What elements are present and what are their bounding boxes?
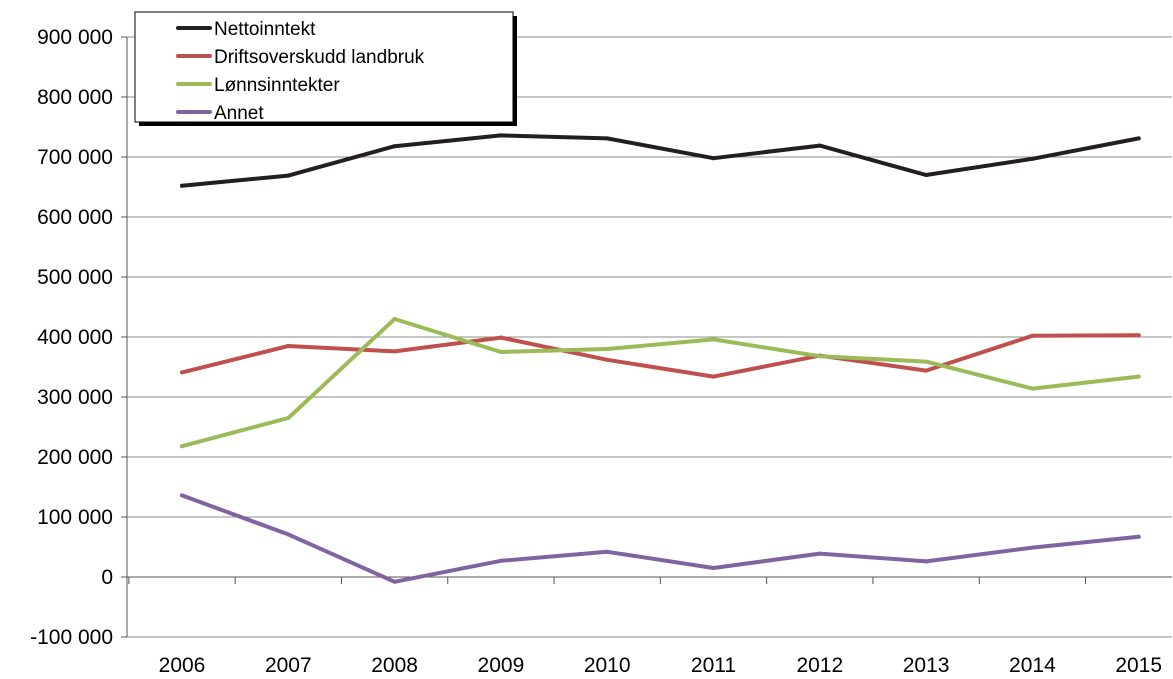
y-tick-label: 300 000 xyxy=(37,386,113,409)
data-point xyxy=(817,354,822,359)
data-point xyxy=(180,493,184,498)
y-tick-label: 200 000 xyxy=(37,446,113,469)
data-point xyxy=(817,551,822,556)
x-tick-label: 2010 xyxy=(584,654,631,677)
data-point xyxy=(605,347,610,351)
data-point xyxy=(711,156,716,161)
x-tick-label: 2008 xyxy=(371,654,418,677)
legend: Nettoinntekt Driftsoverskudd landbruk Lønn… xyxy=(134,11,517,126)
data-point xyxy=(1030,545,1035,550)
series-line-4 xyxy=(180,493,1141,584)
data-point xyxy=(1136,333,1141,338)
data-point xyxy=(605,136,610,141)
data-point xyxy=(498,558,503,563)
x-tick-label: 2013 xyxy=(903,654,950,677)
legend-label: Driftsoverskudd landbruk xyxy=(214,47,425,68)
y-tick-label: 900 000 xyxy=(37,26,113,49)
data-point xyxy=(498,133,503,138)
x-tick-label: 2007 xyxy=(265,654,312,677)
data-point xyxy=(1030,386,1035,391)
data-point xyxy=(180,444,184,449)
data-point xyxy=(924,359,929,364)
data-point xyxy=(392,579,397,584)
data-point xyxy=(605,357,610,362)
legend-box xyxy=(134,11,514,123)
x-tick-label: 2006 xyxy=(159,654,206,677)
axes xyxy=(121,36,1172,638)
series-line-3 xyxy=(180,317,1141,449)
data-point xyxy=(1136,534,1141,539)
x-tick-label: 2012 xyxy=(796,654,843,677)
y-tick-label: 600 000 xyxy=(37,206,113,229)
series-line-1 xyxy=(180,133,1141,188)
legend-label: Nettoinntekt xyxy=(214,19,316,40)
y-tick-label: 0 xyxy=(101,566,113,589)
data-point xyxy=(286,416,291,420)
x-tick-label: 2014 xyxy=(1009,654,1056,677)
series-line-2 xyxy=(180,333,1141,379)
data-point xyxy=(711,374,716,379)
data-point xyxy=(711,337,716,342)
legend-label: Lønnsinntekter xyxy=(214,75,340,96)
gridlines xyxy=(127,36,1172,638)
data-point xyxy=(817,143,822,148)
data-point xyxy=(392,317,397,321)
x-tick-label: 2009 xyxy=(478,654,525,677)
data-point xyxy=(392,144,397,149)
y-axis-tick-labels: -100 000 0 100 000 200 000 300 000 400 000 500… xyxy=(30,26,113,649)
data-point xyxy=(498,350,503,354)
y-tick-label: -100 000 xyxy=(30,626,113,649)
data-point xyxy=(286,532,291,537)
y-tick-label: 800 000 xyxy=(37,86,113,109)
data-point xyxy=(180,183,184,188)
x-tick-label: 2015 xyxy=(1115,654,1162,677)
data-point xyxy=(605,549,610,554)
data-point xyxy=(180,370,184,375)
data-point xyxy=(392,349,397,354)
data-point xyxy=(1030,156,1035,161)
data-point xyxy=(1030,333,1035,338)
y-tick-label: 400 000 xyxy=(37,326,113,349)
x-axis-tick-labels: 2006 2007 2008 2009 2010 2011 2012 2013 2014 2015 xyxy=(159,654,1162,677)
y-tick-label: 100 000 xyxy=(37,506,113,529)
data-point xyxy=(498,335,503,340)
data-point xyxy=(286,344,291,348)
y-tick-label: 500 000 xyxy=(37,266,113,289)
data-point xyxy=(924,559,929,564)
data-point xyxy=(711,566,716,570)
legend-label: Annet xyxy=(214,103,264,124)
data-point xyxy=(286,173,291,178)
data-point xyxy=(1136,374,1141,379)
series-lines xyxy=(180,133,1141,584)
data-point xyxy=(924,368,929,373)
data-point xyxy=(1136,136,1141,141)
x-tick-label: 2011 xyxy=(691,654,736,677)
y-tick-label: 700 000 xyxy=(37,146,113,169)
data-point xyxy=(924,173,929,177)
